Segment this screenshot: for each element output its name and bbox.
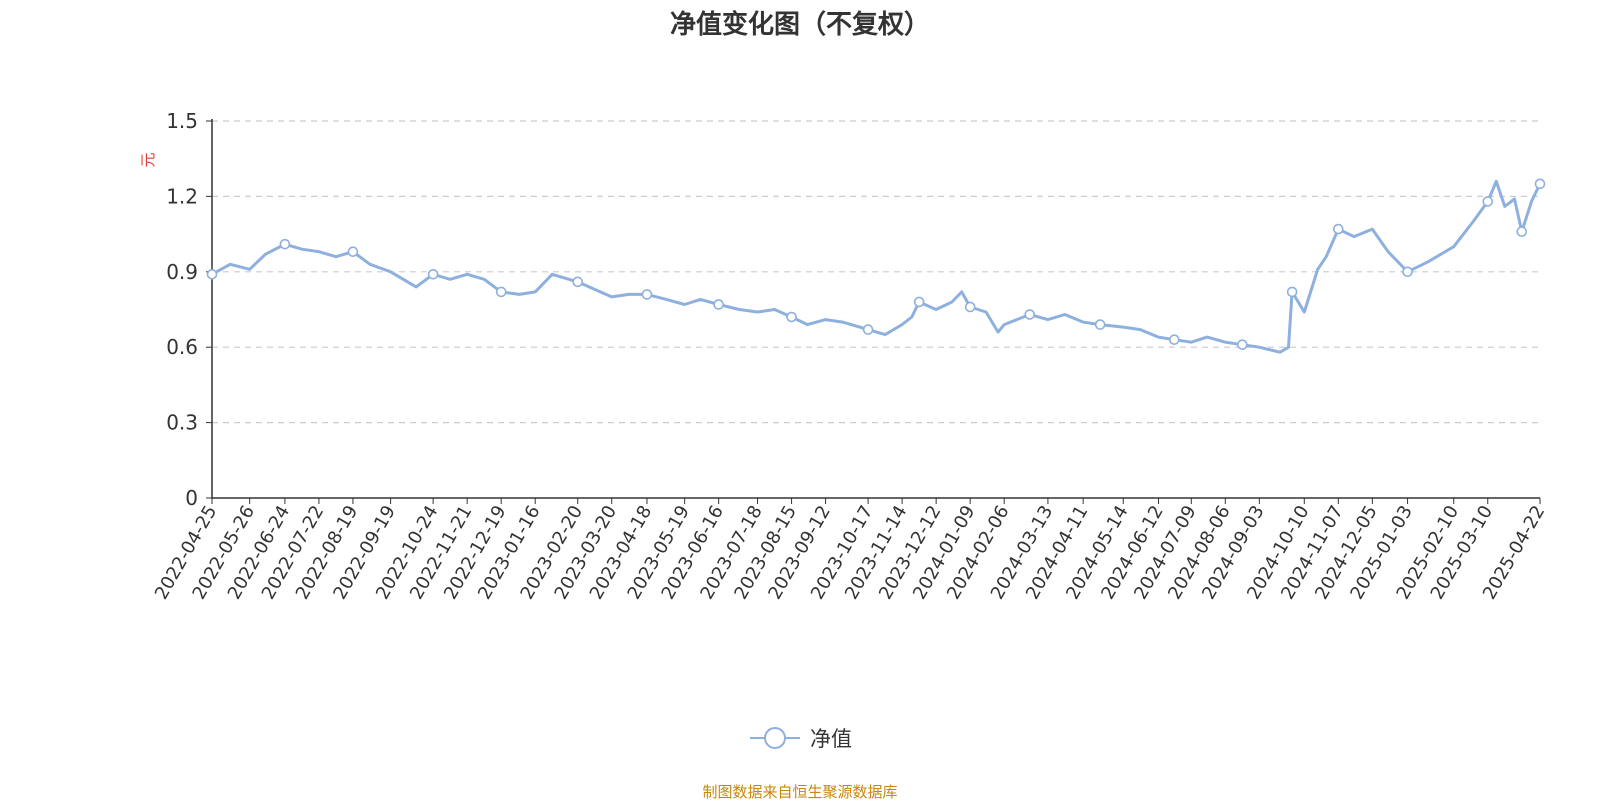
data-point-marker <box>964 301 976 313</box>
data-point-marker <box>347 246 359 257</box>
y-tick-label: 1.2 <box>166 184 198 208</box>
series-line-group <box>206 178 1546 354</box>
y-tick-label: 0.9 <box>166 260 198 284</box>
y-axis-unit-label: 元 <box>139 152 157 167</box>
y-tick-label: 0.3 <box>166 411 198 435</box>
y-tick-label: 0 <box>185 486 198 510</box>
data-point-marker <box>713 299 724 310</box>
data-point-marker <box>1402 266 1413 278</box>
legend-label: 净值 <box>810 727 852 751</box>
data-point-marker <box>206 269 218 280</box>
x-tick-labels: 2022-04-252022-05-262022-06-242022-07-22… <box>151 502 1549 603</box>
data-point-marker <box>279 238 291 250</box>
source-note: 制图数据来自恒生聚源数据库 <box>702 783 898 801</box>
data-point-marker <box>1094 319 1106 330</box>
legend-line-icon <box>750 727 800 749</box>
data-point-marker <box>1168 334 1180 345</box>
y-tick-label: 0.6 <box>166 335 198 359</box>
y-tick-label: 1.5 <box>166 109 198 133</box>
nav-line-chart: 0 0.3 0.6 0.9 1.2 1.5 2022-04-252022-05-26202… <box>139 109 1549 603</box>
data-point-marker <box>1286 286 1298 298</box>
chart-title: 净值变化图（不复权） <box>669 10 930 40</box>
data-point-marker <box>786 311 797 323</box>
data-point-marker <box>1024 309 1035 320</box>
data-point-marker <box>495 286 507 298</box>
data-point-marker <box>427 269 439 280</box>
axes <box>206 119 1541 504</box>
data-point-marker <box>862 324 874 335</box>
grid-lines <box>212 120 1540 424</box>
legend[interactable]: 净值 <box>750 724 852 752</box>
series-line <box>210 179 1542 354</box>
data-point-marker <box>913 296 925 308</box>
data-point-marker <box>1482 196 1494 207</box>
data-point-marker <box>572 276 584 288</box>
data-point-marker <box>1333 223 1344 235</box>
data-point-marker <box>641 289 653 300</box>
data-point-marker <box>1534 178 1546 190</box>
data-point-marker <box>1237 339 1248 350</box>
data-point-marker <box>1516 226 1528 237</box>
y-tick-labels: 0 0.3 0.6 0.9 1.2 1.5 <box>166 109 198 510</box>
